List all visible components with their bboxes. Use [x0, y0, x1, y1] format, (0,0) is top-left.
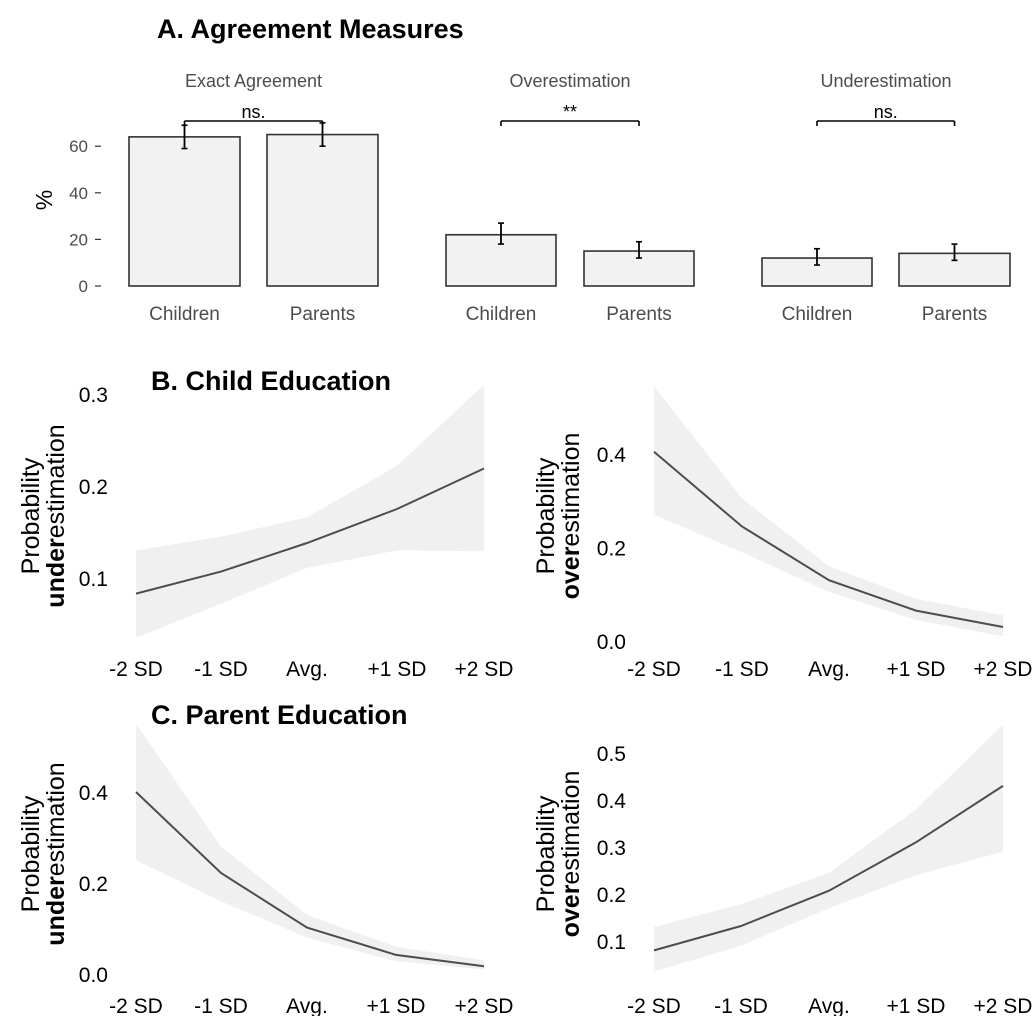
panel-a-title: A. Agreement Measures	[157, 14, 464, 44]
x-tick-label: -2 SD	[109, 658, 163, 681]
panel-a-y-axis-label: %	[31, 190, 57, 210]
x-tick-label: -1 SD	[715, 658, 769, 681]
confidence-ribbon	[136, 384, 484, 638]
x-tick-label: +2 SD	[455, 658, 514, 681]
x-tick-label: -2 SD	[109, 995, 163, 1016]
y-tick-label: 0.2	[597, 884, 626, 907]
y-tick-label: 0.4	[79, 782, 109, 805]
panel-a-facet-label: Underestimation	[820, 71, 951, 91]
series-line	[653, 785, 1004, 952]
panel-a-y-tick-label: 0	[79, 277, 88, 296]
panel-a-x-category-label: Parents	[290, 304, 355, 325]
x-tick-label: +1 SD	[367, 995, 426, 1016]
x-tick-label: +1 SD	[368, 658, 427, 681]
x-tick-label: +2 SD	[974, 658, 1033, 681]
y-axis-label: Probabilityunderestimation	[17, 762, 70, 945]
y-tick-label: 0.3	[597, 837, 626, 860]
y-axis-label-rest: estimation	[557, 771, 585, 885]
panel-2-plot: 0.0 0.2 0.4 -2 SD -1 SD Avg. +1 SD +2 SD Probabi…	[532, 386, 1032, 681]
panel-3-plot: C. Parent Education 0.0 0.2 0.4 -2 SD -1 SD Av…	[17, 700, 513, 1016]
x-tick-label: Avg.	[808, 658, 850, 681]
significance-label: ns.	[874, 102, 898, 122]
y-axis-label-rest: estimation	[42, 424, 70, 538]
x-tick-label: +1 SD	[887, 658, 946, 681]
x-tick-label: -2 SD	[627, 995, 681, 1016]
confidence-ribbon	[136, 723, 484, 970]
panel-title: B. Child Education	[151, 366, 391, 396]
panel-a-facet-label: Overestimation	[509, 71, 630, 91]
x-tick-label: -1 SD	[714, 995, 768, 1016]
y-axis-label-rest: estimation	[557, 433, 585, 547]
series-line	[653, 450, 1004, 628]
x-tick-label: -1 SD	[194, 995, 248, 1016]
confidence-ribbon	[654, 724, 1003, 972]
panel-a-x-category-label: Parents	[922, 304, 987, 325]
series-line	[135, 791, 485, 968]
confidence-ribbon	[654, 386, 1003, 637]
y-tick-label: 0.2	[79, 873, 108, 896]
series-line	[135, 467, 485, 595]
y-tick-label: 0.3	[79, 384, 108, 407]
x-tick-label: Avg.	[286, 658, 328, 681]
bar	[128, 136, 241, 287]
y-axis-label: Probabilityoverestimation	[532, 771, 585, 938]
y-axis-label: Probabilityoverestimation	[532, 433, 585, 600]
y-axis-label-bold: over	[557, 884, 585, 937]
y-axis-label-rest: estimation	[42, 762, 70, 876]
y-tick-label: 0.2	[597, 538, 626, 561]
panel-4-plot: 0.1 0.2 0.3 0.4 0.5 -2 SD -1 SD Avg. +1 SD +2 SD P…	[532, 724, 1033, 1016]
y-tick-label: 0.2	[79, 476, 108, 499]
x-tick-label: +1 SD	[887, 995, 946, 1016]
x-tick-label: -1 SD	[194, 658, 248, 681]
panel-a-x-category-label: Children	[149, 304, 220, 325]
y-axis-label-bold: over	[557, 546, 585, 599]
x-tick-label: -2 SD	[627, 658, 681, 681]
y-axis-label: Probabilityunderestimation	[17, 424, 70, 607]
significance-label: **	[563, 102, 577, 122]
x-tick-label: +2 SD	[455, 995, 514, 1016]
y-axis-label-line1: Probability	[532, 795, 560, 912]
y-tick-label: 0.4	[597, 444, 627, 467]
x-tick-label: +2 SD	[974, 995, 1033, 1016]
y-axis-label-line1: Probability	[532, 457, 560, 574]
panel-a-x-category-label: Children	[782, 304, 853, 325]
bar	[445, 233, 557, 287]
y-tick-label: 0.5	[597, 743, 626, 766]
y-axis-label-bold: under	[42, 538, 70, 608]
y-axis-label-bold: under	[42, 876, 70, 946]
panel-a-y-tick-label: 60	[69, 137, 88, 156]
panel-a-x-category-label: Parents	[606, 304, 671, 325]
x-tick-label: Avg.	[286, 995, 328, 1016]
panel-a-facet-label: Exact Agreement	[185, 71, 322, 91]
x-tick-label: Avg.	[808, 995, 850, 1016]
panel-a-x-category-label: Children	[466, 304, 537, 325]
y-tick-label: 0.1	[79, 568, 108, 591]
panel-1-plot: B. Child Education 0.1 0.2 0.3 -2 SD -1 SD Avg…	[17, 366, 513, 681]
y-axis-label-line1: Probability	[17, 795, 45, 912]
panel-a-y-tick-label: 40	[69, 184, 88, 203]
y-axis-label-line1: Probability	[17, 457, 45, 574]
bar	[266, 133, 379, 287]
bar	[761, 257, 873, 287]
y-tick-label: 0.4	[597, 790, 627, 813]
panel-title: C. Parent Education	[151, 700, 408, 730]
significance-label: ns.	[241, 102, 265, 122]
y-tick-label: 0.0	[597, 631, 626, 654]
y-tick-label: 0.0	[79, 964, 108, 987]
panel-a-y-tick-label: 20	[69, 230, 88, 249]
y-tick-label: 0.1	[597, 931, 626, 954]
